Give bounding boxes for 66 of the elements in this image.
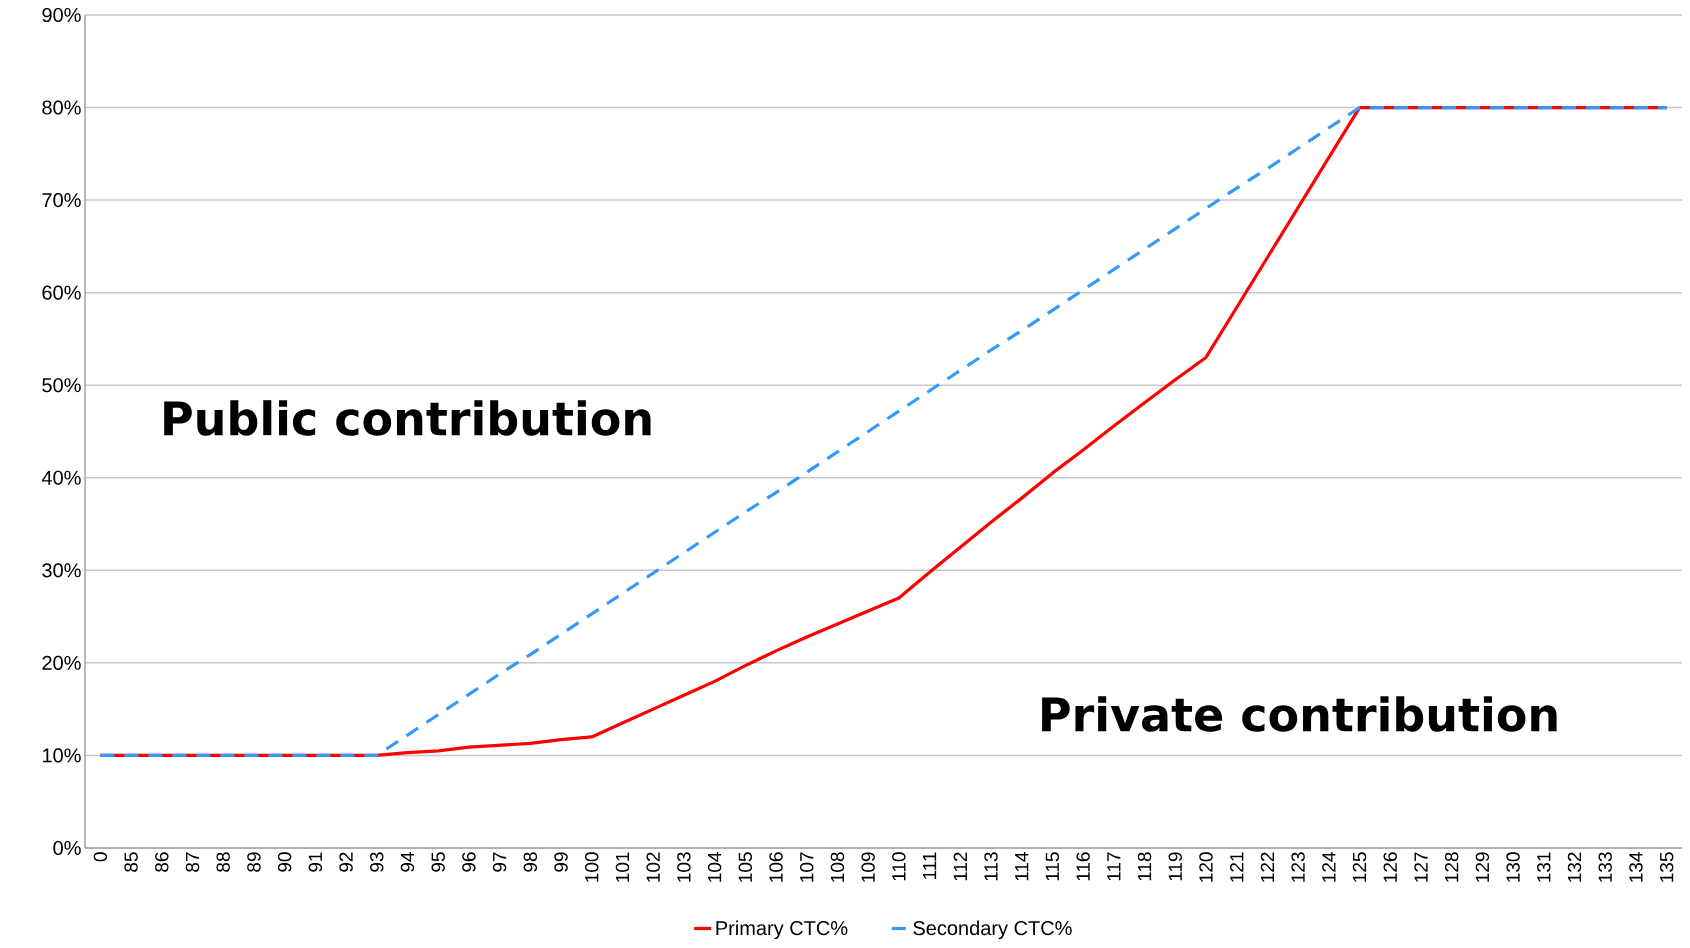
x-tick-label: 86	[155, 852, 169, 872]
x-tick-label: 108	[830, 852, 845, 882]
x-tick-label: 95	[431, 852, 445, 872]
y-tick-label: 70%	[42, 193, 81, 208]
x-tick-label: 89	[247, 852, 261, 872]
x-tick-label: 93	[370, 852, 384, 872]
x-tick-label: 117	[1107, 852, 1121, 881]
x-tick-label: 113	[984, 852, 998, 881]
x-tick-label: 88	[216, 852, 230, 872]
x-tick-label: 134	[1629, 852, 1643, 882]
x-tick-label: 100	[585, 852, 599, 882]
x-tick-label: 109	[861, 852, 875, 882]
x-tick-label: 127	[1414, 852, 1428, 882]
legend-label: Secondary CTC%	[913, 920, 1072, 940]
y-tick-label: 10%	[42, 748, 81, 763]
x-tick-label: 103	[677, 852, 691, 882]
x-tick-label: 99	[554, 852, 568, 872]
y-tick-label: 50%	[42, 378, 81, 393]
x-tick-label: 120	[1199, 852, 1213, 882]
x-tick-label: 101	[615, 852, 630, 882]
x-tick-label: 133	[1598, 852, 1612, 882]
x-tick-label: 111	[923, 852, 937, 879]
x-tick-label: 118	[1137, 852, 1152, 881]
x-tick-label: 106	[769, 852, 783, 882]
y-tick-label: 20%	[42, 655, 81, 670]
x-tick-label: 126	[1383, 852, 1397, 882]
x-tick-label: 116	[1076, 852, 1090, 881]
x-tick-label: 112	[953, 852, 967, 881]
x-tick-label: 135	[1659, 852, 1674, 882]
x-tick-label: 114	[1015, 852, 1029, 881]
x-tick-label: 128	[1444, 852, 1459, 882]
x-tick-label: 122	[1260, 852, 1275, 882]
x-tick-label: 104	[707, 852, 722, 882]
x-tick-label: 85	[124, 852, 138, 872]
x-tick-label: 131	[1537, 852, 1551, 882]
x-tick-label: 124	[1322, 852, 1336, 882]
x-tick-label: 90	[277, 852, 292, 872]
x-tick-label: 132	[1567, 852, 1582, 882]
legend-label: Primary CTC%	[716, 920, 848, 940]
x-tick-label: 123	[1291, 852, 1305, 882]
x-tick-label: 98	[523, 852, 538, 872]
annotation: Public contribution	[164, 400, 651, 436]
x-tick-label: 87	[185, 852, 200, 872]
x-tick-label: 91	[308, 852, 323, 872]
y-tick-label: 30%	[42, 563, 81, 578]
annotation: Private contribution	[1042, 696, 1557, 732]
x-tick-label: 125	[1352, 852, 1367, 882]
x-tick-label: 107	[800, 852, 814, 882]
x-tick-label: 94	[400, 852, 415, 872]
x-tick-label: 102	[646, 852, 660, 882]
y-tick-label: 60%	[42, 285, 81, 300]
x-tick-label: 97	[492, 852, 507, 872]
x-tick-label: 129	[1475, 852, 1490, 882]
x-tick-label: 96	[462, 852, 476, 872]
x-tick-label: 105	[738, 852, 753, 882]
x-tick-label: 0	[93, 852, 108, 862]
x-tick-label: 110	[892, 852, 906, 881]
y-tick-label: 0%	[53, 840, 81, 856]
x-tick-label: 92	[339, 852, 353, 872]
y-tick-label: 90%	[42, 7, 81, 23]
x-tick-label: 115	[1045, 852, 1060, 881]
x-tick-label: 121	[1230, 852, 1244, 882]
y-tick-label: 40%	[41, 470, 81, 485]
x-tick-label: 119	[1168, 852, 1182, 881]
x-tick-label: 130	[1506, 852, 1520, 882]
y-tick-label: 80%	[42, 100, 81, 115]
